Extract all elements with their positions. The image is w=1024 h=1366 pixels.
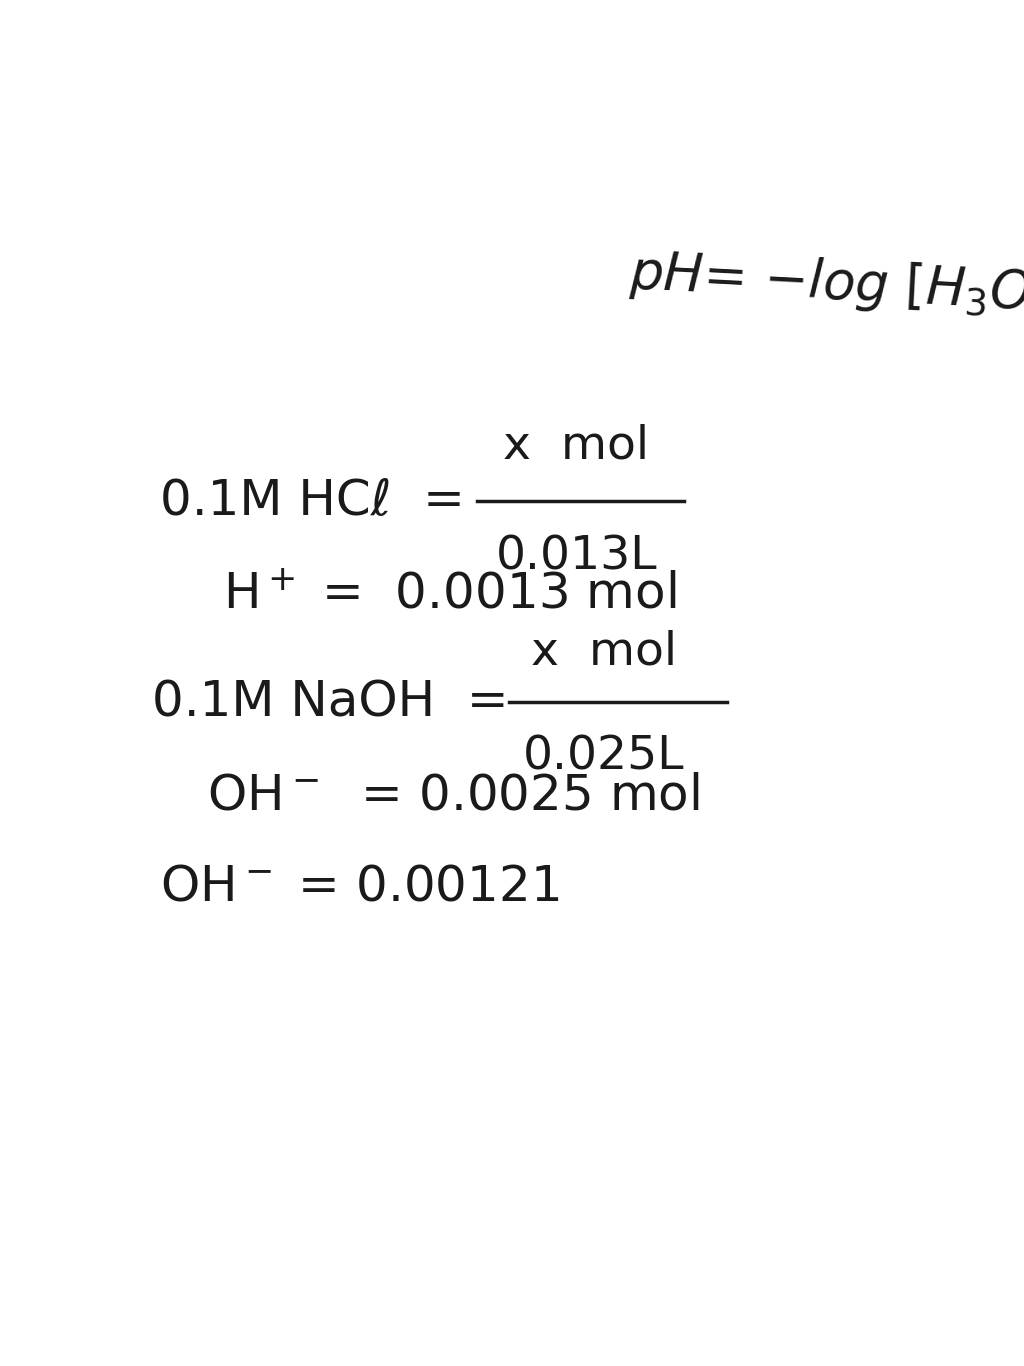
Text: 0.013L: 0.013L <box>496 534 657 579</box>
Text: OH$^-$  = 0.0025 mol: OH$^-$ = 0.0025 mol <box>207 770 700 820</box>
Text: H$^+$ =  0.0013 mol: H$^+$ = 0.0013 mol <box>223 571 677 619</box>
Text: x  mol: x mol <box>531 630 677 673</box>
Text: 0.1M HCℓ  =: 0.1M HCℓ = <box>160 477 465 525</box>
Text: x  mol: x mol <box>504 423 649 469</box>
Text: 0.025L: 0.025L <box>523 734 685 779</box>
Text: 0.1M NaOH  =: 0.1M NaOH = <box>152 679 509 727</box>
Text: OH$^-$ = 0.00121: OH$^-$ = 0.00121 <box>160 862 559 911</box>
Text: $\mathit{pH}$= $-\mathit{log}$ [$\mathit{H}_3\mathit{O}^+$]: $\mathit{pH}$= $-\mathit{log}$ [$\mathit… <box>628 243 1024 326</box>
